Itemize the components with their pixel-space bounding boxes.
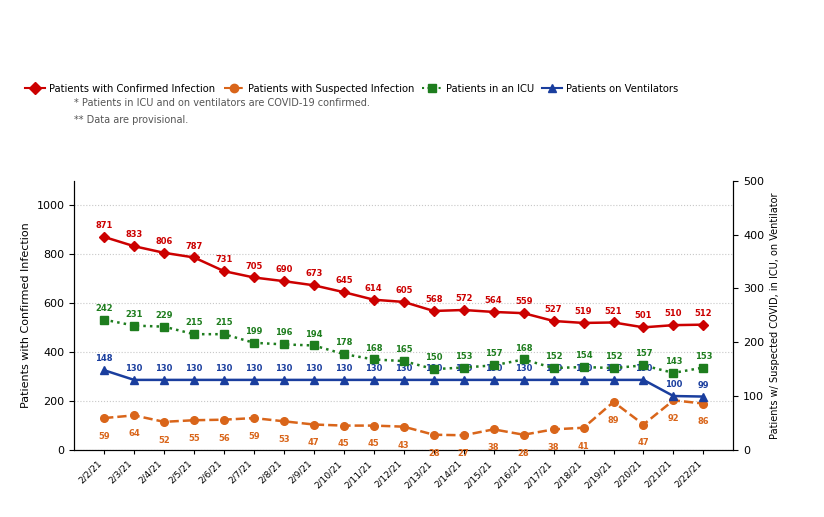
Text: 89: 89 bbox=[608, 416, 620, 425]
Text: ** Data are provisional.: ** Data are provisional. bbox=[74, 115, 189, 125]
Text: 150: 150 bbox=[425, 353, 442, 362]
Text: 130: 130 bbox=[156, 364, 173, 373]
Text: 92: 92 bbox=[667, 414, 679, 423]
Text: 130: 130 bbox=[305, 364, 322, 373]
Text: 59: 59 bbox=[248, 432, 260, 441]
Text: 178: 178 bbox=[335, 338, 353, 347]
Y-axis label: Patients w/ Suspected COVID, in ICU, on Ventilator: Patients w/ Suspected COVID, in ICU, on … bbox=[770, 192, 780, 438]
Text: 527: 527 bbox=[545, 305, 562, 314]
Text: 572: 572 bbox=[455, 294, 472, 303]
Text: 130: 130 bbox=[185, 364, 203, 373]
Text: 45: 45 bbox=[338, 439, 349, 448]
Text: 787: 787 bbox=[185, 241, 203, 251]
Text: 871: 871 bbox=[96, 221, 113, 230]
Text: 242: 242 bbox=[96, 303, 113, 313]
Text: 512: 512 bbox=[695, 309, 712, 318]
Text: 215: 215 bbox=[185, 318, 203, 327]
Text: 165: 165 bbox=[395, 345, 413, 354]
Text: 673: 673 bbox=[305, 269, 322, 278]
Text: 559: 559 bbox=[515, 297, 532, 306]
Text: 45: 45 bbox=[368, 439, 380, 448]
Text: 564: 564 bbox=[485, 296, 503, 305]
Text: 231: 231 bbox=[125, 310, 143, 318]
Text: 55: 55 bbox=[188, 434, 200, 443]
Text: 215: 215 bbox=[215, 318, 233, 327]
Text: 605: 605 bbox=[395, 286, 413, 295]
Text: 28: 28 bbox=[517, 449, 530, 458]
Text: 521: 521 bbox=[605, 307, 622, 315]
Text: 510: 510 bbox=[665, 309, 682, 318]
Text: 27: 27 bbox=[458, 449, 470, 458]
Text: 229: 229 bbox=[155, 311, 173, 320]
Text: 148: 148 bbox=[96, 354, 113, 363]
Text: 645: 645 bbox=[335, 276, 353, 285]
Text: * Patients in ICU and on ventilators are COVID-19 confirmed.: * Patients in ICU and on ventilators are… bbox=[74, 98, 370, 108]
Text: 833: 833 bbox=[125, 230, 143, 239]
Text: 194: 194 bbox=[305, 329, 323, 339]
Text: 64: 64 bbox=[129, 429, 140, 438]
Text: 199: 199 bbox=[246, 327, 263, 336]
Text: 130: 130 bbox=[634, 364, 652, 373]
Text: 130: 130 bbox=[215, 364, 232, 373]
Text: 130: 130 bbox=[275, 364, 293, 373]
Text: 28: 28 bbox=[428, 449, 439, 458]
Text: 568: 568 bbox=[425, 295, 442, 304]
Text: 154: 154 bbox=[574, 351, 592, 360]
Text: 47: 47 bbox=[308, 438, 320, 447]
Text: 130: 130 bbox=[575, 364, 592, 373]
Y-axis label: Patients with Confirmed Infection: Patients with Confirmed Infection bbox=[21, 222, 30, 408]
Text: 130: 130 bbox=[335, 364, 353, 373]
Text: 130: 130 bbox=[246, 364, 263, 373]
Text: 501: 501 bbox=[634, 311, 653, 321]
Text: 157: 157 bbox=[485, 349, 503, 358]
Text: 38: 38 bbox=[488, 443, 499, 452]
Text: 168: 168 bbox=[515, 343, 532, 353]
Text: 168: 168 bbox=[365, 343, 382, 353]
Text: 56: 56 bbox=[218, 434, 230, 443]
Text: 130: 130 bbox=[455, 364, 472, 373]
Text: 59: 59 bbox=[98, 432, 110, 441]
Legend: Patients with Confirmed Infection, Patients with Suspected Infection, Patients i: Patients with Confirmed Infection, Patie… bbox=[21, 80, 682, 98]
Text: 152: 152 bbox=[605, 352, 622, 361]
Text: 53: 53 bbox=[278, 435, 290, 444]
Text: 100: 100 bbox=[665, 380, 682, 389]
Text: 731: 731 bbox=[215, 255, 232, 264]
Text: 41: 41 bbox=[578, 442, 589, 451]
Text: 519: 519 bbox=[575, 307, 592, 316]
Text: 130: 130 bbox=[395, 364, 413, 373]
Text: 196: 196 bbox=[275, 328, 293, 338]
Text: 614: 614 bbox=[365, 284, 382, 293]
Text: 152: 152 bbox=[545, 352, 563, 361]
Text: 130: 130 bbox=[485, 364, 503, 373]
Text: 99: 99 bbox=[698, 381, 709, 390]
Text: 705: 705 bbox=[246, 262, 263, 270]
Text: 38: 38 bbox=[548, 443, 559, 452]
Text: 143: 143 bbox=[665, 357, 682, 366]
Text: COVID-19 Hospitalizations Reported by MS Hospitals, 2/2/21-2/22/21 *,**: COVID-19 Hospitalizations Reported by MS… bbox=[10, 18, 633, 33]
Text: 153: 153 bbox=[695, 352, 712, 360]
Text: 130: 130 bbox=[125, 364, 143, 373]
Text: 130: 130 bbox=[365, 364, 382, 373]
Text: 47: 47 bbox=[638, 438, 649, 447]
Text: 130: 130 bbox=[605, 364, 622, 373]
Text: 690: 690 bbox=[275, 265, 293, 274]
Text: 130: 130 bbox=[545, 364, 562, 373]
Text: 130: 130 bbox=[515, 364, 532, 373]
Text: 52: 52 bbox=[158, 436, 170, 445]
Text: 86: 86 bbox=[698, 417, 709, 427]
Text: 806: 806 bbox=[156, 237, 173, 246]
Text: 157: 157 bbox=[634, 349, 653, 358]
Text: 43: 43 bbox=[398, 440, 410, 450]
Text: 130: 130 bbox=[425, 364, 442, 373]
Text: 153: 153 bbox=[455, 352, 472, 360]
